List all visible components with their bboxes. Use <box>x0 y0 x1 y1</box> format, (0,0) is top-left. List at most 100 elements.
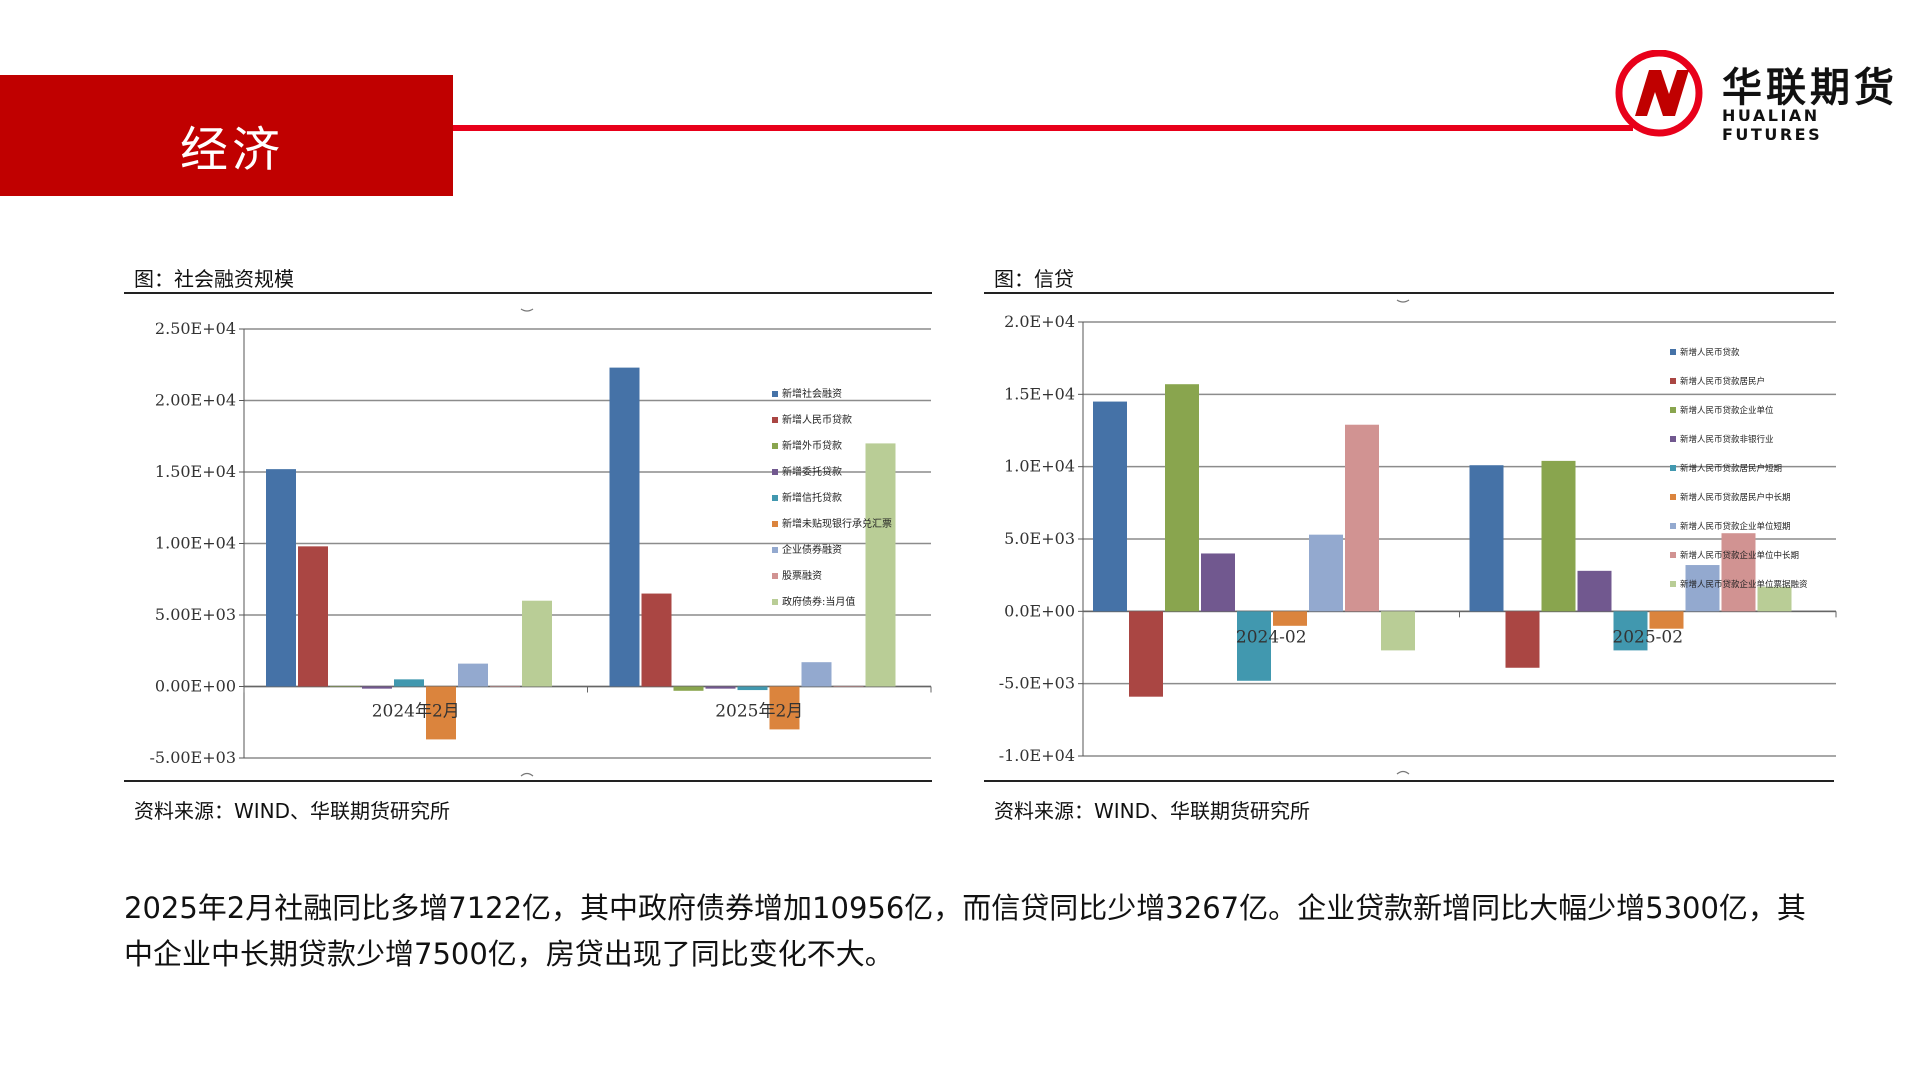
legend-label: 新增外币贷款 <box>782 439 842 452</box>
legend-swatch <box>772 391 778 397</box>
legend-label: 股票融资 <box>782 570 822 582</box>
bar <box>522 600 552 687</box>
legend-label: 新增人民币贷款居民户中长期 <box>1680 492 1791 503</box>
bar <box>1165 384 1199 612</box>
legend-label: 新增人民币贷款企业单位 <box>1680 405 1774 416</box>
legend-swatch <box>1670 436 1676 442</box>
analysis-paragraph: 2025年2月社融同比多增7122亿，其中政府债券增加10956亿，而信贷同比少… <box>124 891 1806 971</box>
bar <box>833 686 864 687</box>
legend-label: 新增人民币贷款居民户 <box>1680 376 1765 387</box>
logo-english-name: HUALIAN FUTURES <box>1722 106 1823 144</box>
legend-swatch <box>772 573 778 579</box>
chart-handle <box>520 308 534 312</box>
bar <box>298 546 328 687</box>
legend-swatch <box>1670 523 1676 529</box>
right-chart-source: 资料来源：WIND、华联期货研究所 <box>994 799 1311 823</box>
legend-swatch <box>1670 494 1676 500</box>
legend-swatch <box>1670 552 1676 558</box>
legend-label: 新增人民币贷款非银行业 <box>1680 434 1774 445</box>
logo-name: 华联期货 <box>1722 65 1898 111</box>
y-tick-label: 1.00E+04 <box>155 534 236 553</box>
legend-label: 新增未贴现银行承兑汇票 <box>782 517 892 530</box>
legend-swatch <box>772 417 778 423</box>
legend-swatch <box>772 521 778 527</box>
y-tick-label: 1.0E+04 <box>1004 457 1075 476</box>
x-category-label: 2024年2月 <box>372 702 460 722</box>
credit-chart: 2.0E+04 1.5E+04 1.0E+04 5.0E+03 0.0E+00 -5.0E… <box>999 299 1837 775</box>
chart-handle <box>1396 770 1410 775</box>
page-title: 经济 <box>180 122 285 178</box>
legend-label: 新增人民币贷款企业单位中长期 <box>1680 550 1799 561</box>
bar <box>673 686 704 691</box>
bar <box>1613 611 1648 651</box>
bar <box>1309 534 1343 612</box>
y-tick-label: 2.0E+04 <box>1004 312 1075 331</box>
right-chart-title: 图：信贷 <box>994 267 1074 291</box>
header-banner <box>0 75 453 196</box>
bar <box>801 662 832 687</box>
y-tick-label: 0.00E+00 <box>155 677 236 696</box>
bar <box>641 593 672 687</box>
legend-label: 企业债券融资 <box>782 543 842 556</box>
bar <box>1093 401 1127 612</box>
bar <box>769 686 800 730</box>
bar <box>1649 611 1684 629</box>
legend-swatch <box>1670 581 1676 587</box>
y-tick-label: -5.00E+03 <box>150 748 236 767</box>
bar <box>1577 570 1612 612</box>
legend-swatch <box>1670 465 1676 471</box>
social-financing-chart: 2.50E+04 2.00E+04 1.50E+04 1.00E+04 5.00E+03… <box>150 308 932 777</box>
bar <box>266 469 296 687</box>
hualian-logo-icon <box>1615 50 1703 137</box>
legend-label: 新增人民币贷款企业单位短期 <box>1680 521 1791 532</box>
left-chart-source: 资料来源：WIND、华联期货研究所 <box>134 799 451 823</box>
legend-label: 政府债券:当月值 <box>782 595 855 608</box>
header-rule <box>453 125 1633 131</box>
legend-label: 新增人民币贷款 <box>782 413 852 426</box>
bar <box>1381 611 1415 651</box>
legend-label: 新增人民币贷款居民户短期 <box>1680 463 1782 474</box>
chart-handle <box>1396 299 1410 303</box>
legend-label: 新增社会融资 <box>782 387 842 400</box>
legend-swatch <box>1670 349 1676 355</box>
y-tick-label: 5.00E+03 <box>155 605 236 624</box>
chart-handle <box>520 772 534 777</box>
bar <box>609 367 640 687</box>
bar <box>490 686 520 687</box>
bar <box>1345 424 1379 612</box>
bar <box>1505 611 1540 668</box>
y-tick-label: 2.50E+04 <box>155 319 236 338</box>
bar <box>394 679 424 687</box>
legend-label: 新增信托贷款 <box>782 491 842 504</box>
bar <box>865 443 896 687</box>
legend-label: 新增人民币贷款企业单位票据融资 <box>1680 579 1808 590</box>
y-tick-label: 5.0E+03 <box>1004 529 1075 548</box>
bar <box>1129 611 1163 697</box>
bar <box>1721 533 1756 612</box>
bar <box>1469 465 1504 612</box>
bar <box>1541 460 1576 612</box>
left-chart-title: 图：社会融资规模 <box>134 267 294 291</box>
left-bottom-rule <box>124 780 932 782</box>
y-tick-label: 1.5E+04 <box>1004 384 1075 403</box>
bar <box>1757 586 1792 612</box>
bar <box>1201 553 1235 612</box>
x-category-label: 2025年2月 <box>715 702 803 722</box>
legend-swatch <box>772 469 778 475</box>
legend-swatch <box>1670 407 1676 413</box>
legend-swatch <box>772 495 778 501</box>
bar <box>1685 565 1720 612</box>
legend-swatch <box>772 443 778 449</box>
right-bottom-rule <box>984 780 1834 782</box>
y-tick-label: -1.0E+04 <box>999 746 1075 765</box>
bar <box>458 663 488 687</box>
left-top-rule <box>124 292 932 294</box>
bar <box>705 686 736 689</box>
bar <box>1273 611 1307 626</box>
bar <box>330 686 360 687</box>
y-tick-label: 0.0E+00 <box>1004 601 1075 620</box>
y-tick-label: 2.00E+04 <box>155 391 236 410</box>
legend-swatch <box>772 599 778 605</box>
bar <box>1237 611 1271 681</box>
right-top-rule <box>984 292 1834 294</box>
